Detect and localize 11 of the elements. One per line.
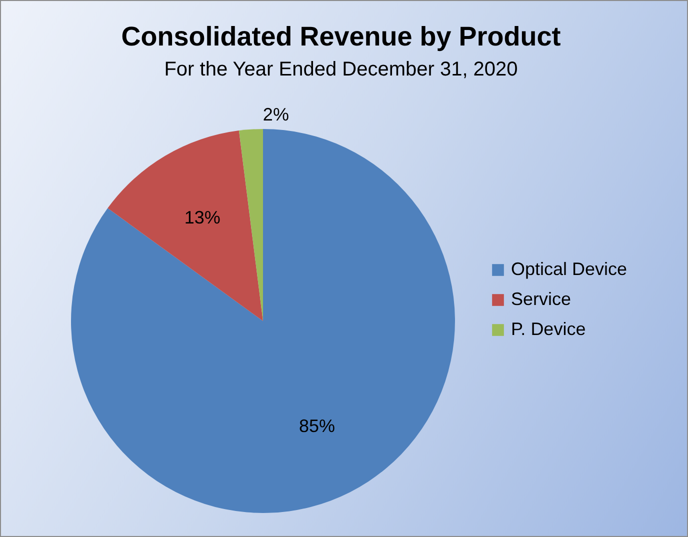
legend-label: Optical Device xyxy=(511,259,628,279)
chart-subtitle: For the Year Ended December 31, 2020 xyxy=(164,58,518,80)
pie-slice xyxy=(71,129,455,513)
pie-slice xyxy=(238,129,263,321)
legend-label: Service xyxy=(511,289,572,309)
legend-label: P. Device xyxy=(511,319,586,339)
pie-slice xyxy=(108,130,263,321)
chart-title: Consolidated Revenue by Product xyxy=(121,21,561,52)
data-label: 13% xyxy=(184,208,220,228)
data-label: 85% xyxy=(299,416,336,436)
data-label: 2% xyxy=(262,104,289,124)
